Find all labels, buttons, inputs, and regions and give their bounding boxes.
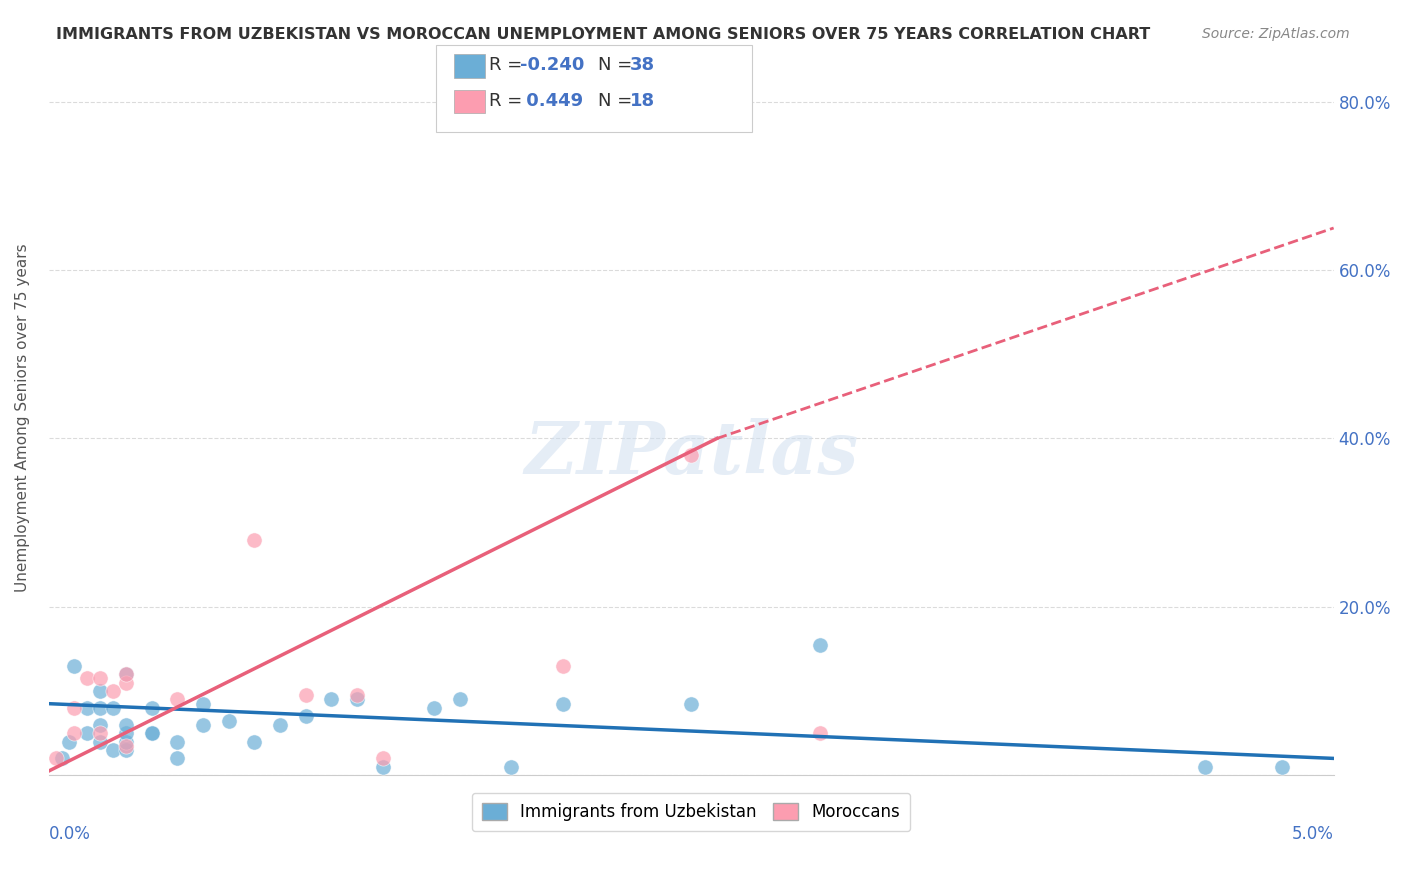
Point [115,743,138,757]
Point [808,726,831,740]
Point [101,684,124,698]
Point [76,672,98,686]
Point [243,734,266,748]
Point [141,726,163,740]
Point [76,701,98,715]
Point [89,726,111,740]
Point [808,638,831,652]
Point [58,734,80,748]
Point [89,717,111,731]
Point [346,688,368,702]
Text: 0.0%: 0.0% [49,825,90,843]
Point [294,688,316,702]
Point [115,667,138,681]
Text: R =: R = [489,92,529,110]
Point [501,760,523,774]
Text: R =: R = [489,56,529,74]
Point [294,709,316,723]
Point [681,697,703,711]
Point [45,751,67,765]
Text: -0.240: -0.240 [520,56,585,74]
Point [101,701,124,715]
Point [423,701,446,715]
Point [76,726,98,740]
Point [346,692,368,706]
Point [63,726,86,740]
Point [681,448,703,462]
Point [101,743,124,757]
Point [141,701,163,715]
Text: 0.449: 0.449 [520,92,583,110]
Point [89,701,111,715]
Point [166,692,188,706]
Y-axis label: Unemployment Among Seniors over 75 years: Unemployment Among Seniors over 75 years [15,244,30,591]
Point [321,692,343,706]
Point [166,734,188,748]
Point [51,751,73,765]
Point [89,734,111,748]
Point [89,672,111,686]
Text: 38: 38 [630,56,655,74]
Point [243,533,266,547]
Point [166,751,188,765]
Text: 18: 18 [630,92,655,110]
Point [63,701,86,715]
Point [218,714,240,728]
Point [191,697,214,711]
Point [115,717,138,731]
Text: ZIPatlas: ZIPatlas [524,417,858,489]
Point [371,751,394,765]
Text: Source: ZipAtlas.com: Source: ZipAtlas.com [1202,27,1350,41]
Point [89,684,111,698]
Point [1271,760,1294,774]
Point [63,658,86,673]
Point [115,667,138,681]
Point [141,726,163,740]
Text: N =: N = [598,92,637,110]
Point [115,734,138,748]
Point [551,658,574,673]
Text: IMMIGRANTS FROM UZBEKISTAN VS MOROCCAN UNEMPLOYMENT AMONG SENIORS OVER 75 YEARS : IMMIGRANTS FROM UZBEKISTAN VS MOROCCAN U… [56,27,1150,42]
Point [371,760,394,774]
Point [191,717,214,731]
Text: N =: N = [598,56,637,74]
Point [115,675,138,690]
Point [551,697,574,711]
Point [1194,760,1216,774]
Point [269,717,291,731]
Point [115,739,138,753]
Point [115,726,138,740]
Text: 5.0%: 5.0% [1292,825,1334,843]
Point [449,692,471,706]
Legend: Immigrants from Uzbekistan, Moroccans: Immigrants from Uzbekistan, Moroccans [472,793,911,831]
